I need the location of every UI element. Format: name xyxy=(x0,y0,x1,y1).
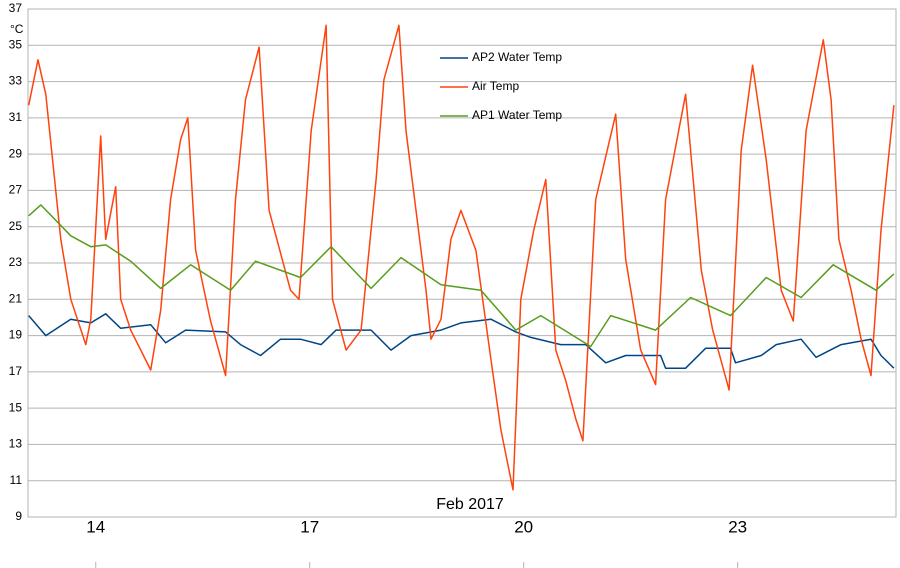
y-tick-label: 35 xyxy=(9,37,23,51)
x-tick-label: 20 xyxy=(514,517,533,536)
y-axis-label: °C xyxy=(10,22,24,36)
y-tick-label: 17 xyxy=(9,364,23,378)
y-tick-label: 9 xyxy=(15,509,22,523)
y-tick-label: 33 xyxy=(9,74,23,88)
y-tick-label: 21 xyxy=(9,291,23,305)
x-tick-label: 23 xyxy=(728,517,747,536)
y-tick-label: 11 xyxy=(10,473,23,487)
x-axis-label: Feb 2017 xyxy=(436,496,504,513)
x-tick-label: 14 xyxy=(86,517,105,536)
y-tick-label: 27 xyxy=(9,183,23,197)
legend-label: AP1 Water Temp xyxy=(472,108,562,122)
y-tick-label: 13 xyxy=(9,437,23,451)
y-tick-label: 29 xyxy=(9,146,23,160)
series-line xyxy=(28,204,895,348)
series-line xyxy=(27,24,895,491)
series-line xyxy=(28,313,895,369)
legend-label: Air Temp xyxy=(472,79,519,93)
y-tick-label: 23 xyxy=(9,255,23,269)
y-tick-label: 19 xyxy=(9,328,23,342)
legend-label: AP2 Water Temp xyxy=(472,50,562,64)
y-tick-label: 31 xyxy=(9,110,23,124)
y-tick-label: 15 xyxy=(9,400,23,414)
y-tick-label: 25 xyxy=(9,219,23,233)
x-tick-label: 17 xyxy=(300,517,319,536)
y-tick-label: 37 xyxy=(9,1,23,15)
